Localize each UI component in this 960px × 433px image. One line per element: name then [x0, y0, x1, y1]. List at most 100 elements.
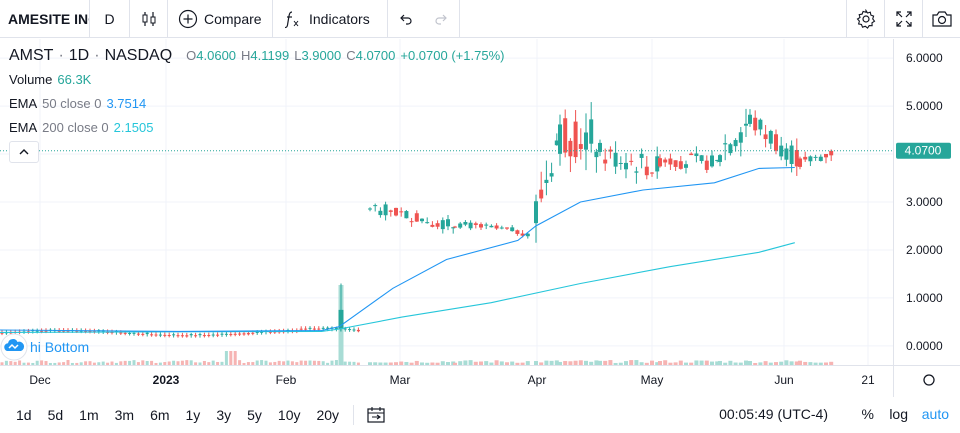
low-value: 3.9000 [301, 48, 342, 63]
fullscreen-icon[interactable] [884, 0, 922, 38]
volume-bar [352, 361, 356, 365]
candle-body [644, 166, 649, 176]
candle-body [458, 223, 463, 228]
candle-body [613, 152, 618, 167]
range-button-5d[interactable]: 5d [47, 407, 64, 423]
symbol-search[interactable]: AMESITE INC [0, 0, 90, 38]
volume-bar [435, 362, 440, 365]
volume-bar [479, 361, 483, 365]
volume-bar [404, 361, 409, 365]
candle-body [40, 330, 44, 332]
watermark-text: hi Bottom [30, 339, 90, 355]
indicators-button[interactable]: Indicators [273, 0, 388, 38]
ema200-row[interactable]: EMA 200 close 0 2.1505 [9, 116, 504, 140]
auto-toggle[interactable]: auto [921, 406, 949, 422]
range-button-20y[interactable]: 20y [316, 407, 340, 423]
ema50-value: 3.7514 [106, 96, 147, 111]
range-button-1m[interactable]: 1m [79, 407, 99, 423]
function-icon [284, 10, 299, 28]
volume-bar [260, 360, 264, 365]
volume-bar [544, 360, 549, 365]
volume-row[interactable]: Volume 66.3K [9, 68, 504, 92]
volume-bar [430, 362, 435, 365]
volume-bar [145, 361, 149, 365]
candle-body [352, 329, 356, 331]
candle-body [119, 332, 123, 334]
percent-toggle[interactable]: % [861, 406, 874, 422]
volume-bar [484, 361, 489, 365]
candle-body [824, 153, 828, 158]
range-button-1y[interactable]: 1y [185, 407, 201, 423]
price-chart[interactable]: 6.00005.00004.00003.00002.00001.00000.00… [0, 39, 960, 397]
interval-button[interactable]: D [90, 0, 130, 38]
candle-body [299, 328, 303, 330]
candle-body [317, 328, 321, 330]
candle-body [440, 220, 445, 230]
range-button-1d[interactable]: 1d [16, 407, 32, 423]
camera-icon[interactable] [922, 0, 960, 38]
candle-body [505, 227, 509, 229]
candle-body [158, 334, 162, 336]
volume-bar [255, 360, 259, 365]
range-button-10y[interactable]: 10y [277, 407, 301, 423]
volume-bar [699, 360, 704, 365]
candle-body [808, 156, 813, 162]
redo-icon[interactable] [433, 11, 449, 27]
volume-bar [489, 362, 494, 365]
candle-body [207, 334, 211, 336]
candle-body [238, 333, 242, 335]
candle-body [260, 331, 264, 333]
clock-time[interactable]: 00:05:49 (UTC-4) [719, 406, 828, 422]
volume-bar [744, 360, 748, 365]
last-price-badge [896, 142, 951, 159]
bottom-toolbar: 1d 5d 1m 3m 6m 1y 3y 5y 10y 20y 00:05:49 (UTC-4) … [0, 397, 960, 433]
volume-bar [473, 361, 478, 365]
candle-body [484, 224, 489, 226]
close-value: 4.0700 [355, 48, 396, 63]
volume-bar [79, 362, 83, 365]
range-button-5y[interactable]: 5y [247, 407, 262, 423]
volume-bar [119, 361, 123, 365]
volume-bar [326, 362, 330, 365]
chart-legend: AMST · 1D · NASDAQ O4.0600 H4.1199 L3.9000… [9, 44, 504, 140]
range-button-3m[interactable]: 3m [114, 407, 135, 423]
x-tick-label: Feb [276, 373, 297, 387]
log-toggle[interactable]: log [889, 406, 908, 422]
candle-body [479, 224, 483, 228]
candle-body [639, 153, 644, 158]
volume-bar [114, 362, 118, 365]
volume-bar [425, 362, 430, 365]
candle-body [758, 119, 763, 130]
candle-body [733, 140, 738, 147]
candle-body [44, 330, 48, 332]
compare-label: Compare [204, 10, 262, 27]
candle-body [794, 150, 799, 167]
range-button-3y[interactable]: 3y [216, 407, 232, 423]
volume-bar [539, 362, 544, 365]
candle-body [343, 328, 347, 330]
calendar-range-icon[interactable] [366, 406, 386, 424]
volume-bar [573, 360, 578, 365]
range-button-6m[interactable]: 6m [150, 407, 170, 423]
volume-bar [35, 360, 39, 365]
candles-icon[interactable] [130, 0, 168, 38]
collapse-legend-button[interactable] [9, 141, 39, 163]
candle-body [650, 172, 654, 174]
candle-body [373, 205, 378, 207]
candle-body [668, 158, 673, 165]
volume-bar [48, 362, 52, 365]
volume-bar [494, 360, 499, 365]
candle-body [338, 309, 344, 330]
compare-button[interactable]: Compare [168, 0, 273, 38]
volume-bar [644, 362, 649, 365]
top-toolbar: AMESITE INC D Compare Indicators [0, 0, 960, 38]
settings-gear-icon[interactable] [846, 0, 884, 38]
candle-body [420, 218, 424, 222]
ema50-row[interactable]: EMA 50 close 0 3.7514 [9, 92, 504, 116]
volume-bar [84, 361, 88, 365]
x-tick-label: 21 [861, 373, 875, 387]
x-tick-label: Apr [528, 373, 547, 387]
undo-icon[interactable] [398, 11, 414, 27]
volume-bar [608, 360, 613, 365]
volume-bar [141, 360, 145, 365]
